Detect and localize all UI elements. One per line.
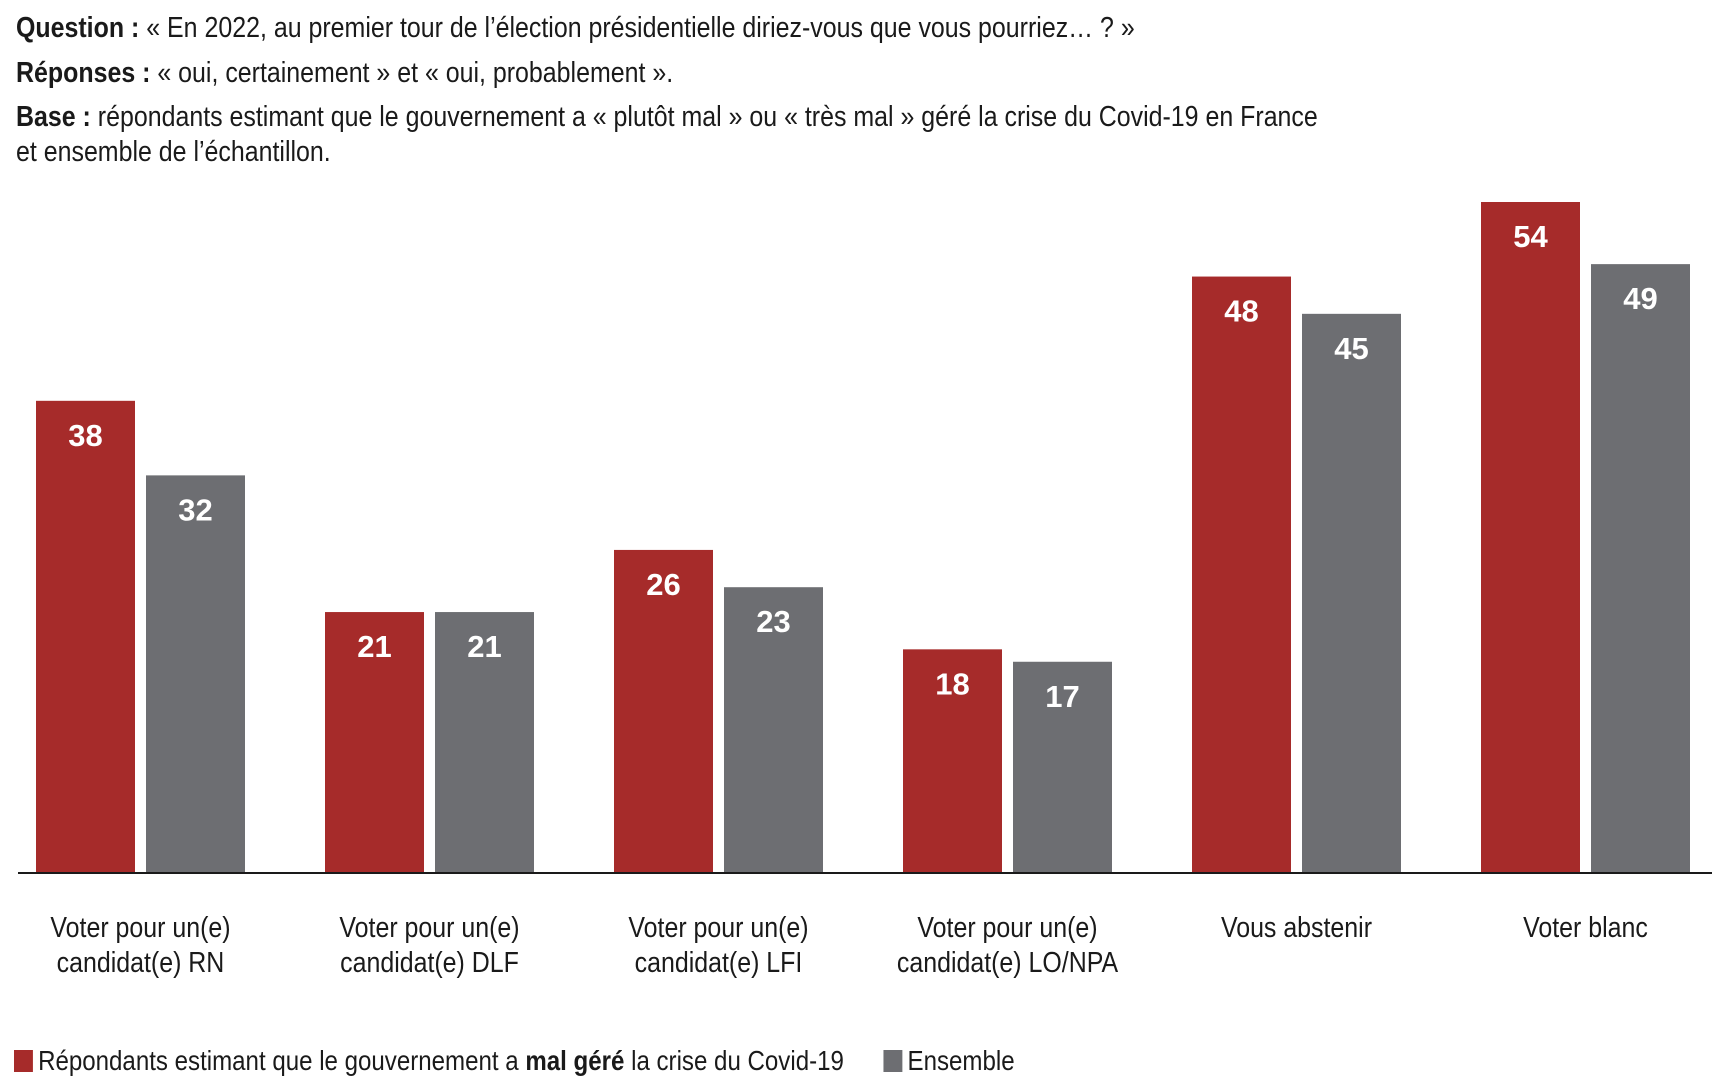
reponses-label: Réponses : [16,57,151,89]
question-text: « En 2022, au premier tour de l’élection… [146,12,1135,44]
base-line: Base : répondants estimant que le gouver… [16,100,1469,135]
category-label-3-line2: candidat(e) LO/NPA [897,946,1118,978]
legend-label-series2: Ensemble [907,1045,1015,1076]
data-label-series2-5: 49 [1623,281,1657,316]
data-label-series1-5: 54 [1513,219,1548,254]
data-label-series2-0: 32 [178,492,212,527]
bar-series1-0 [36,400,135,873]
bar-series2-5 [1591,264,1690,873]
legend-item-series2: Ensemble [883,1045,1015,1077]
data-label-series2-3: 17 [1045,679,1079,714]
category-label-0-line2: candidat(e) RN [57,946,225,978]
chart-header: Question : « En 2022, au premier tour de… [16,6,1706,170]
reponses-line: Réponses : « oui, certainement » et « ou… [16,51,1469,96]
category-label-2-line2: candidat(e) LFI [635,946,803,978]
legend-label-series1-pre: Répondants estimant que le gouvernement … [38,1045,526,1076]
data-label-series2-2: 23 [756,604,790,639]
base-text-line2: et ensemble de l’échantillon. [16,136,331,168]
data-label-series2-1: 21 [467,629,501,664]
bar-series2-2 [724,587,823,873]
category-label-1: Voter pour un(e) [339,911,519,943]
bar-series1-2 [614,549,713,873]
category-label-5: Voter blanc [1523,911,1648,943]
legend-label-series1-bold: mal géré [525,1045,625,1076]
legend-item-series1: Répondants estimant que le gouvernement … [14,1045,844,1077]
reponses-text: « oui, certainement » et « oui, probable… [157,57,674,89]
data-label-series2-4: 45 [1334,331,1368,366]
data-label-series1-1: 21 [357,629,391,664]
question-line: Question : « En 2022, au premier tour de… [16,6,1469,51]
bar-series1-4 [1192,276,1291,873]
category-label-2: Voter pour un(e) [628,911,808,943]
data-label-series1-2: 26 [646,567,680,602]
bar-series2-4 [1302,313,1401,873]
base-label: Base : [16,101,91,133]
legend-swatch-series2 [883,1050,903,1072]
base-text-line1: répondants estimant que le gouvernement … [97,101,1318,133]
bar-series2-1 [435,612,534,873]
legend-label-series1-post: la crise du Covid-19 [624,1045,844,1076]
data-label-series1-4: 48 [1224,294,1258,329]
data-label-series1-0: 38 [68,418,102,453]
question-label: Question : [16,12,140,44]
category-label-3: Voter pour un(e) [917,911,1097,943]
legend-swatch-series1 [14,1050,33,1072]
data-label-series1-3: 18 [935,666,969,701]
category-label-1-line2: candidat(e) DLF [340,946,519,978]
chart-legend: Répondants estimant que le gouvernement … [14,1043,1224,1079]
bar-series2-3 [1013,661,1112,873]
bar-series2-0 [146,475,245,873]
base-line-2: et ensemble de l’échantillon. [16,135,1469,170]
category-label-0: Voter pour un(e) [50,911,230,943]
category-label-4: Vous abstenir [1221,911,1372,943]
bar-series1-3 [903,649,1002,873]
bar-series1-5 [1481,202,1580,873]
bar-series1-1 [325,612,424,873]
